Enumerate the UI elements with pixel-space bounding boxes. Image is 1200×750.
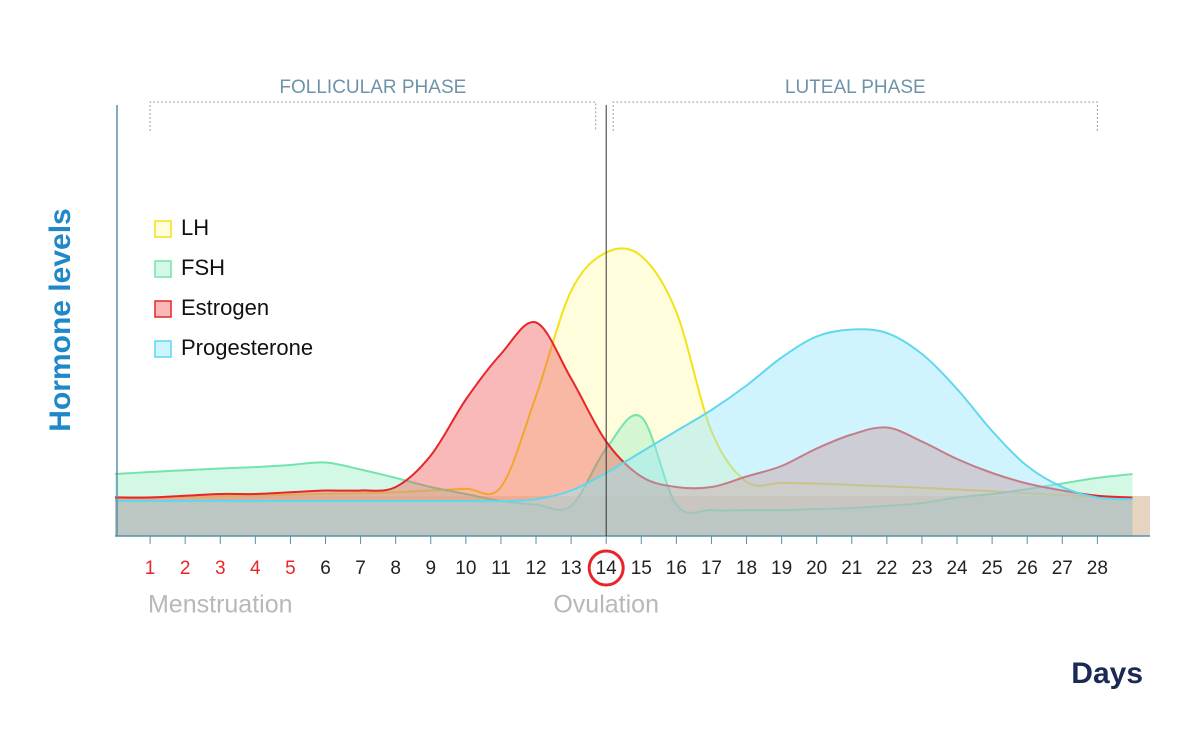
series-line [114,414,1133,514]
x-tick-label: 25 [982,558,1003,579]
x-tick-label: 28 [1087,558,1108,579]
x-tick-label: 26 [1017,558,1038,579]
x-tick-label: 4 [250,558,261,579]
x-tick-label: 14 [596,558,618,579]
x-tick-label: 27 [1052,558,1073,579]
series-area [115,329,1133,536]
x-tick-label: 3 [215,558,226,579]
series-area [115,322,1133,536]
series-area [115,415,1133,536]
series-line [114,247,1133,499]
x-tick-label: 19 [771,558,792,579]
series-line [114,321,1133,499]
legend-label: LH [181,215,209,240]
x-tick-label: 17 [701,558,722,579]
series-line [114,328,1133,503]
x-tick-label: 18 [736,558,757,579]
phase-bracket [149,101,597,131]
x-tick-label: 15 [631,558,652,579]
x-tick-label: 6 [320,558,331,579]
phase-label: FOLLICULAR PHASE [279,77,466,98]
x-tick-label: 10 [455,558,476,579]
x-tick-label: 1 [145,558,156,579]
legend-swatch [154,340,172,358]
x-tick-label: 9 [425,558,436,579]
x-tick-label: 23 [911,558,932,579]
legend-swatch [154,220,172,238]
x-tick-label: 16 [666,558,687,579]
legend-swatch [154,260,172,278]
x-tick-label: 21 [841,558,862,579]
series-area [115,248,1133,536]
x-tick-label: 2 [180,558,191,579]
x-tick-label: 5 [285,558,296,579]
x-tick-label: 20 [806,558,827,579]
legend-label: Estrogen [181,295,269,320]
legend-label: FSH [181,255,225,280]
x-tick-label: 22 [876,558,897,579]
x-tick-label: 12 [525,558,546,579]
x-tick-label: 24 [946,558,968,579]
x-tick-label: 7 [355,558,366,579]
x-tick-label: 11 [491,558,511,579]
legend-label: Progesterone [181,335,313,360]
x-axis-label: Days [1071,657,1143,690]
legend-swatch [154,300,172,318]
phase-label: LUTEAL PHASE [785,77,926,98]
x-tick-label: 13 [561,558,582,579]
annotation: Menstruation [148,591,293,619]
x-tick-label: 8 [390,558,401,579]
y-axis-label: Hormone levels [44,208,77,431]
ovulation-marker [587,549,625,587]
annotation: Ovulation [553,591,659,619]
